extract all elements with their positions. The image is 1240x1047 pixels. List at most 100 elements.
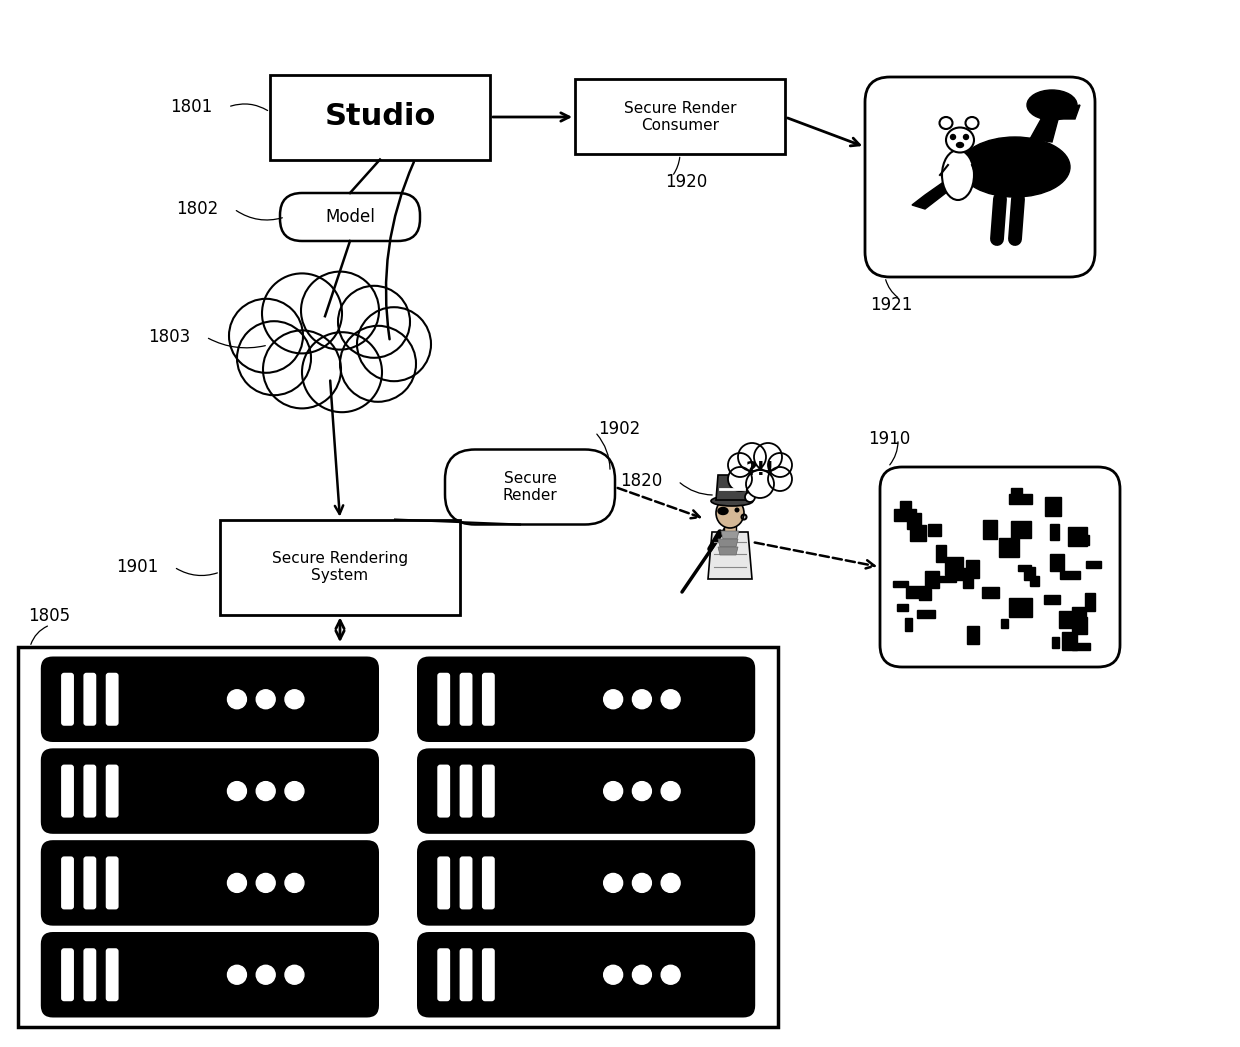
Circle shape [227,690,247,709]
Bar [1030,576,1039,586]
Polygon shape [715,475,748,500]
Circle shape [604,965,622,984]
Circle shape [285,690,304,709]
Text: Secure
Render: Secure Render [502,471,557,504]
Ellipse shape [956,142,963,148]
FancyBboxPatch shape [438,949,450,1001]
Text: 1920: 1920 [665,174,707,192]
Circle shape [768,467,792,491]
Bar [925,572,939,588]
Text: 1902: 1902 [598,420,640,438]
Bar [934,576,956,582]
Circle shape [963,134,968,139]
Circle shape [285,782,304,801]
Text: Studio: Studio [325,103,435,132]
Bar [954,567,972,580]
Polygon shape [1030,112,1060,142]
Bar [1081,535,1089,545]
Circle shape [734,508,739,512]
Circle shape [229,298,303,373]
Text: 1820: 1820 [620,472,662,490]
FancyBboxPatch shape [83,673,97,726]
Bar [1045,497,1061,515]
FancyBboxPatch shape [83,856,97,910]
FancyBboxPatch shape [460,673,472,726]
Bar [905,618,911,631]
Bar [1011,488,1022,502]
Circle shape [661,690,680,709]
Bar [1050,525,1059,539]
Polygon shape [718,547,738,555]
Bar [1068,528,1087,547]
Bar [900,502,911,514]
FancyBboxPatch shape [219,519,460,615]
Circle shape [604,873,622,892]
Text: 1921: 1921 [870,296,913,314]
FancyBboxPatch shape [105,856,119,910]
Bar [894,509,916,521]
Ellipse shape [942,150,973,200]
Circle shape [661,965,680,984]
FancyBboxPatch shape [61,949,74,1001]
FancyBboxPatch shape [61,764,74,818]
Ellipse shape [718,508,728,514]
FancyBboxPatch shape [482,764,495,818]
FancyBboxPatch shape [575,80,785,155]
FancyBboxPatch shape [417,749,755,833]
Bar [999,538,1019,557]
FancyBboxPatch shape [880,467,1120,667]
Polygon shape [718,539,738,547]
FancyBboxPatch shape [280,193,420,241]
Circle shape [357,307,432,381]
FancyBboxPatch shape [438,673,450,726]
Text: 1805: 1805 [29,607,71,625]
Circle shape [728,453,751,477]
FancyBboxPatch shape [83,764,97,818]
Text: 1802: 1802 [176,200,218,218]
Bar [910,525,925,541]
Circle shape [632,690,651,709]
Bar [919,589,931,600]
Circle shape [951,134,956,139]
FancyBboxPatch shape [105,949,119,1001]
Polygon shape [720,531,739,539]
FancyBboxPatch shape [482,673,495,726]
Circle shape [237,321,311,395]
FancyBboxPatch shape [417,840,755,926]
Ellipse shape [715,498,744,528]
Circle shape [746,477,761,491]
Circle shape [604,690,622,709]
Circle shape [257,782,275,801]
Circle shape [227,965,247,984]
Circle shape [632,782,651,801]
Circle shape [754,443,782,471]
Bar [1073,643,1090,650]
Bar [1001,619,1008,628]
FancyBboxPatch shape [270,74,490,159]
Polygon shape [1045,105,1080,119]
Circle shape [227,782,247,801]
FancyBboxPatch shape [61,856,74,910]
Bar [1060,571,1080,579]
Circle shape [257,873,275,892]
Circle shape [285,965,304,984]
Bar [936,545,946,562]
Circle shape [738,443,766,471]
Bar [1050,554,1064,571]
Circle shape [340,326,415,402]
FancyBboxPatch shape [438,856,450,910]
FancyBboxPatch shape [460,949,472,1001]
Ellipse shape [960,137,1070,197]
Circle shape [301,271,379,350]
Bar [1059,610,1078,628]
Bar [19,647,777,1027]
Circle shape [632,965,651,984]
Circle shape [661,873,680,892]
Bar [1044,595,1060,604]
FancyBboxPatch shape [83,949,97,1001]
FancyBboxPatch shape [417,656,755,742]
Circle shape [632,873,651,892]
Bar [982,587,999,598]
Bar [1009,598,1032,617]
Bar [893,581,908,587]
